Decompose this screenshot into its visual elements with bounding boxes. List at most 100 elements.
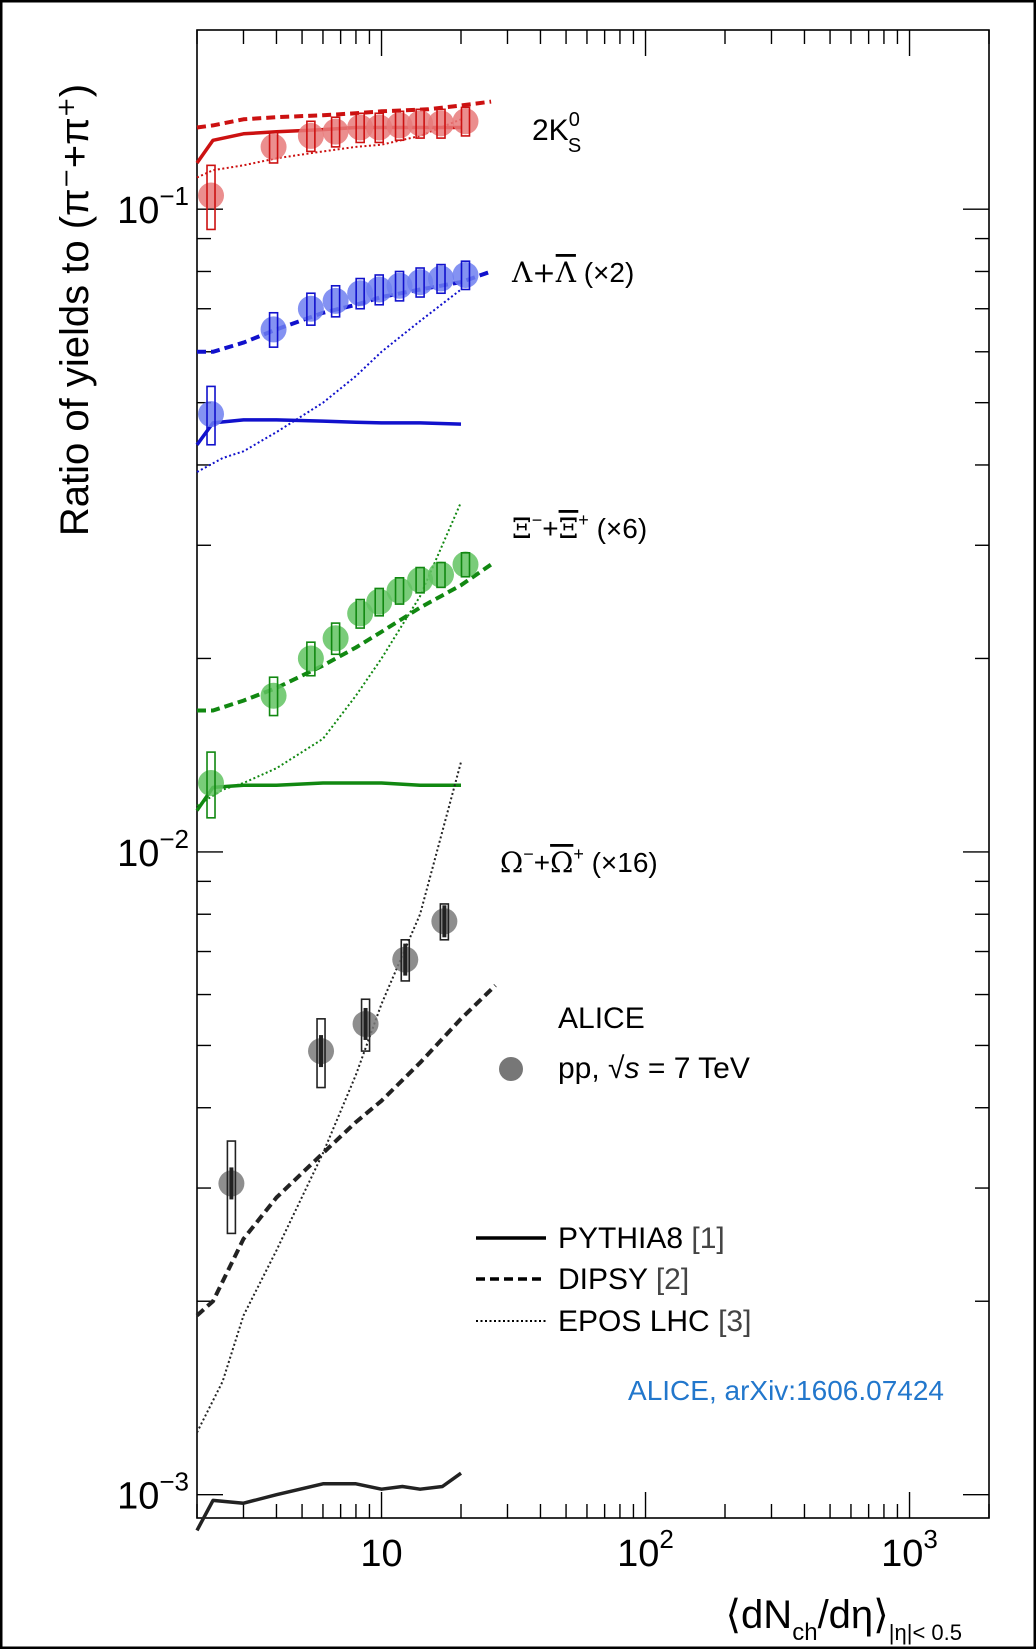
syst-box-0 bbox=[415, 108, 425, 139]
model-legend: PYTHIA8 [1] DIPSY [2] EPOS LHC [3] bbox=[476, 1222, 751, 1338]
x-tick-exp: 3 bbox=[923, 1524, 937, 1554]
data-point-1 bbox=[428, 265, 455, 292]
stat-bar-3 bbox=[319, 1035, 324, 1068]
syst-box-2 bbox=[394, 576, 405, 605]
model-curve-dipsy-3 bbox=[195, 983, 497, 1317]
syst-box-0 bbox=[306, 120, 316, 153]
data-point-1 bbox=[386, 272, 413, 299]
syst-box-0 bbox=[268, 130, 279, 164]
syst-box-2 bbox=[330, 622, 341, 656]
model-curve-epos-2 bbox=[196, 501, 462, 807]
syst-box-0 bbox=[436, 108, 446, 139]
y-tick-exp: −2 bbox=[159, 824, 189, 854]
data-point-0 bbox=[386, 112, 413, 139]
data-point-2 bbox=[407, 566, 434, 593]
syst-box-0 bbox=[330, 116, 341, 148]
syst-box-1 bbox=[374, 274, 385, 306]
data-point-1 bbox=[198, 401, 225, 428]
x-tick-base: 10 bbox=[881, 1533, 923, 1575]
model-curve-pythia-2 bbox=[195, 781, 461, 812]
x-tick-base: 10 bbox=[617, 1533, 659, 1575]
syst-box-2 bbox=[355, 598, 365, 629]
syst-box-2 bbox=[206, 751, 216, 819]
syst-box-3 bbox=[360, 998, 371, 1052]
syst-box-1 bbox=[355, 277, 365, 310]
data-point-1 bbox=[366, 276, 393, 303]
x-tick-label: 103 bbox=[881, 1524, 938, 1575]
legend-label-epos: EPOS LHC [3] bbox=[558, 1305, 751, 1338]
legend-entry: pp, √s = 7 TeV bbox=[558, 1052, 750, 1085]
syst-box-2 bbox=[374, 587, 385, 617]
x-tick-label: 102 bbox=[617, 1524, 674, 1575]
syst-box-3 bbox=[400, 939, 411, 982]
data-point-0 bbox=[452, 108, 479, 135]
data-point-2 bbox=[452, 551, 479, 578]
y-tick-exp: −3 bbox=[159, 1467, 189, 1497]
data-point-2 bbox=[260, 682, 287, 709]
model-curve-dipsy-2 bbox=[197, 562, 493, 713]
label-xi: Ξ−+Ξ+ (×6) bbox=[512, 510, 647, 545]
syst-box-1 bbox=[394, 270, 405, 302]
syst-box-0 bbox=[355, 112, 365, 144]
label-k0s: 2K0 S bbox=[532, 109, 581, 157]
stat-bar-3 bbox=[442, 905, 447, 938]
syst-box-2 bbox=[306, 641, 316, 677]
syst-box-2 bbox=[268, 676, 279, 717]
stat-bar-3 bbox=[363, 1007, 368, 1040]
x-axis-title: ⟨dNch/dη⟩|η|< 0.5 bbox=[725, 1593, 962, 1646]
model-curve-epos-3 bbox=[196, 761, 462, 1433]
data-legend: ALICE pp, √s = 7 TeV bbox=[499, 1002, 750, 1085]
syst-box-0 bbox=[460, 106, 471, 137]
data-point-0 bbox=[347, 114, 374, 141]
syst-box-1 bbox=[415, 267, 425, 298]
data-point-0 bbox=[322, 118, 349, 145]
stat-bar-3 bbox=[403, 943, 408, 976]
model-curve-pythia-3 bbox=[195, 1471, 463, 1532]
model-curves bbox=[195, 99, 497, 1532]
y-tick-label: 10−2 bbox=[117, 824, 189, 875]
legend-label-pythia: PYTHIA8 [1] bbox=[558, 1222, 725, 1255]
data-point-1 bbox=[407, 269, 434, 296]
data-point-1 bbox=[260, 316, 287, 343]
x-tick-label: 10 bbox=[360, 1533, 402, 1575]
citation: ALICE, arXiv:1606.07424 bbox=[628, 1375, 944, 1406]
syst-box-2 bbox=[415, 566, 425, 594]
syst-box-1 bbox=[306, 292, 316, 326]
legend-marker bbox=[499, 1057, 523, 1081]
data-point-2 bbox=[428, 561, 455, 588]
model-curve-epos-0 bbox=[196, 118, 462, 179]
syst-box-3 bbox=[316, 1018, 326, 1089]
syst-box-3 bbox=[226, 1140, 237, 1235]
data-point-1 bbox=[297, 295, 324, 322]
label-lambda: Λ+Λ (×2) bbox=[511, 256, 634, 289]
plot-area bbox=[196, 29, 990, 1519]
data-point-0 bbox=[297, 122, 324, 149]
syst-box-2 bbox=[460, 552, 471, 578]
syst-box-0 bbox=[394, 110, 405, 142]
x-tick-base: 10 bbox=[360, 1533, 402, 1575]
data-points bbox=[198, 106, 479, 1235]
data-point-0 bbox=[428, 110, 455, 137]
model-curve-dipsy-0 bbox=[196, 99, 492, 130]
syst-box-1 bbox=[268, 311, 279, 348]
data-point-0 bbox=[366, 114, 393, 141]
y-tick-label: 10−3 bbox=[117, 1467, 189, 1518]
data-point-0 bbox=[260, 133, 287, 160]
syst-box-1 bbox=[460, 260, 471, 291]
model-curve-pythia-1 bbox=[195, 418, 462, 446]
data-point-2 bbox=[347, 600, 374, 627]
y-tick-base: 10 bbox=[117, 833, 159, 875]
data-point-2 bbox=[366, 588, 393, 615]
y-axis-title: Ratio of yields to (π−+π+) bbox=[52, 84, 97, 536]
data-point-1 bbox=[322, 287, 349, 314]
data-point-0 bbox=[198, 182, 225, 209]
syst-box-1 bbox=[206, 385, 216, 446]
legend-label-dipsy: DIPSY [2] bbox=[558, 1263, 689, 1296]
stat-bar-3 bbox=[229, 1167, 234, 1200]
label-omega: Ω−+Ω+ (×16) bbox=[500, 844, 658, 879]
model-curve-epos-1 bbox=[196, 288, 462, 473]
data-point-0 bbox=[407, 110, 434, 137]
